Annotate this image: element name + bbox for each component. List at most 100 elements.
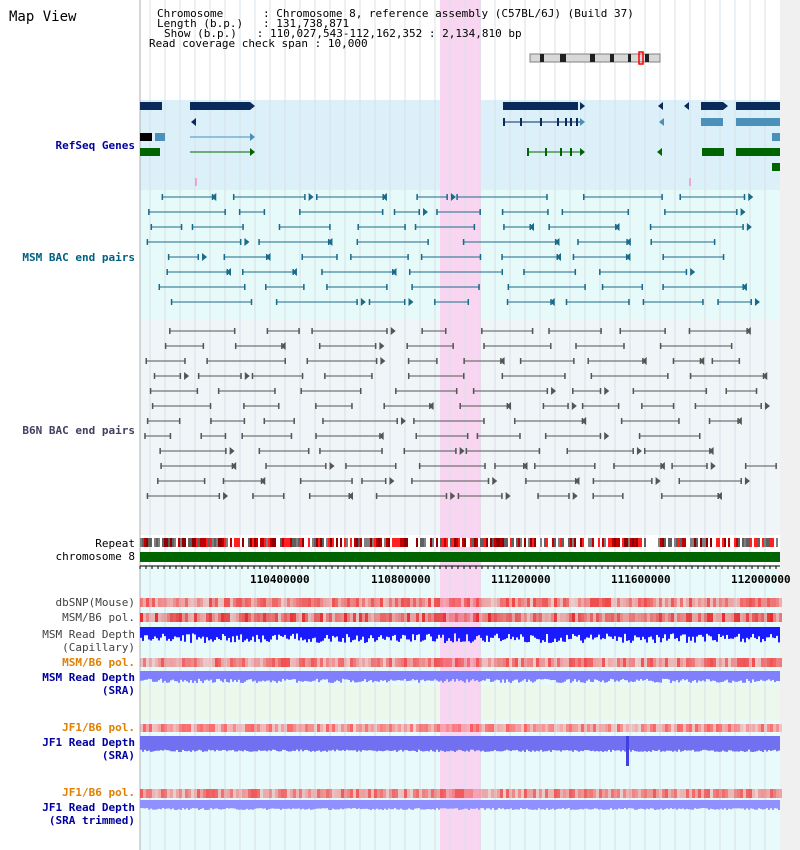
heat-cell <box>590 598 593 607</box>
strand-arrow <box>659 462 665 470</box>
heat-cell <box>164 658 167 667</box>
track-label-msm-depth-cap[interactable]: MSM Read Depth <box>42 628 135 641</box>
strand-arrow <box>745 327 751 335</box>
depth-bar <box>550 671 552 681</box>
repeat-feature <box>678 538 680 547</box>
depth-bar <box>672 736 674 752</box>
heat-cell <box>152 658 155 667</box>
depth-bar <box>224 800 226 809</box>
heat-cell <box>665 598 668 607</box>
heat-cell <box>632 789 635 798</box>
bac-end <box>445 493 448 499</box>
depth-bar <box>156 800 158 810</box>
track-label-jf1-trim[interactable]: JF1 Read Depth <box>42 801 135 814</box>
heat-cell <box>692 658 695 667</box>
track-label-jf1-b6-pol-1[interactable]: JF1/B6 pol. <box>62 721 135 734</box>
heat-cell <box>443 613 446 622</box>
repeat-feature <box>456 538 458 547</box>
depth-bar <box>324 736 326 751</box>
depth-bar <box>160 800 162 810</box>
depth-bar <box>630 800 632 809</box>
depth-bar <box>292 800 294 809</box>
bac-end <box>664 328 666 334</box>
heat-cell <box>674 724 677 732</box>
bac-end <box>232 194 235 200</box>
depth-bar <box>366 671 368 683</box>
heat-cell <box>143 724 146 732</box>
heat-cell <box>524 598 527 607</box>
track-label-msm-depth-sra[interactable]: MSM Read Depth <box>42 671 135 684</box>
track-label-msm-b6-pol-2[interactable]: MSM/B6 pol. <box>62 656 135 669</box>
depth-bar <box>342 627 344 639</box>
depth-bar <box>410 671 412 681</box>
depth-bar <box>426 736 428 751</box>
track-label-refseq[interactable]: RefSeq Genes <box>55 139 135 152</box>
bac-end <box>501 209 504 215</box>
heat-cell <box>677 724 680 732</box>
depth-bar <box>366 627 368 643</box>
heat-cell <box>278 658 281 667</box>
track-label-msm-bac[interactable]: MSM BAC end pairs <box>22 251 135 264</box>
bac-end <box>702 299 704 305</box>
heat-cell <box>767 724 770 732</box>
track-label-repeat[interactable]: Repeat <box>95 537 135 550</box>
bac-end <box>750 299 752 305</box>
depth-bar <box>382 671 384 681</box>
heat-cell <box>209 658 212 667</box>
depth-bar <box>142 736 144 752</box>
heat-cell <box>242 613 245 622</box>
depth-bar <box>406 671 408 682</box>
heat-cell <box>545 789 548 798</box>
depth-bar <box>148 736 150 751</box>
track-label-jf1-b6-pol-2[interactable]: JF1/B6 pol. <box>62 786 135 799</box>
heat-cell <box>677 613 680 622</box>
depth-bar <box>490 736 492 752</box>
depth-bar <box>424 671 426 682</box>
track-label-jf1-depth[interactable]: JF1 Read Depth <box>42 736 135 749</box>
depth-bar <box>334 627 336 638</box>
heat-cell <box>287 789 290 798</box>
heat-cell <box>602 658 605 667</box>
depth-bar <box>234 671 236 681</box>
bac-end <box>386 284 388 290</box>
repeat-feature <box>710 538 712 547</box>
track-label-msm-b6-pol-1[interactable]: MSM/B6 pol. <box>62 611 135 624</box>
depth-bar <box>408 800 410 809</box>
repeat-feature <box>462 538 464 547</box>
depth-bar <box>628 671 630 683</box>
heat-cell <box>755 613 758 622</box>
depth-bar <box>202 736 204 752</box>
heat-cell <box>509 658 512 667</box>
depth-bar <box>542 736 544 752</box>
heat-cell <box>416 613 419 622</box>
heat-cell <box>608 724 611 732</box>
track-label-b6n-bac[interactable]: B6N BAC end pairs <box>22 424 135 437</box>
heat-cell <box>377 658 380 667</box>
heat-cell <box>728 598 731 607</box>
bac-end <box>575 343 577 349</box>
heat-cell <box>353 789 356 798</box>
depth-bar <box>736 736 738 752</box>
track-label-dbsnp[interactable]: dbSNP(Mouse) <box>55 596 135 609</box>
heat-cell <box>617 724 620 732</box>
heat-cell <box>161 789 164 798</box>
heat-cell <box>251 789 254 798</box>
repeat-feature <box>466 538 468 547</box>
track-label-chromosome[interactable]: chromosome 8 <box>55 550 135 563</box>
depth-bar <box>728 671 730 683</box>
heat-cell <box>689 789 692 798</box>
heat-cell <box>386 658 389 667</box>
depth-bar <box>620 627 622 638</box>
depth-bar <box>470 800 472 809</box>
depth-bar <box>748 736 750 750</box>
depth-bar <box>178 800 180 810</box>
heat-cell <box>746 658 749 667</box>
depth-bar <box>282 671 284 679</box>
heat-cell <box>419 658 422 667</box>
heat-cell <box>575 789 578 798</box>
depth-bar <box>392 736 394 751</box>
depth-bar <box>768 800 770 810</box>
depth-bar <box>530 627 532 636</box>
depth-bar <box>650 627 652 637</box>
